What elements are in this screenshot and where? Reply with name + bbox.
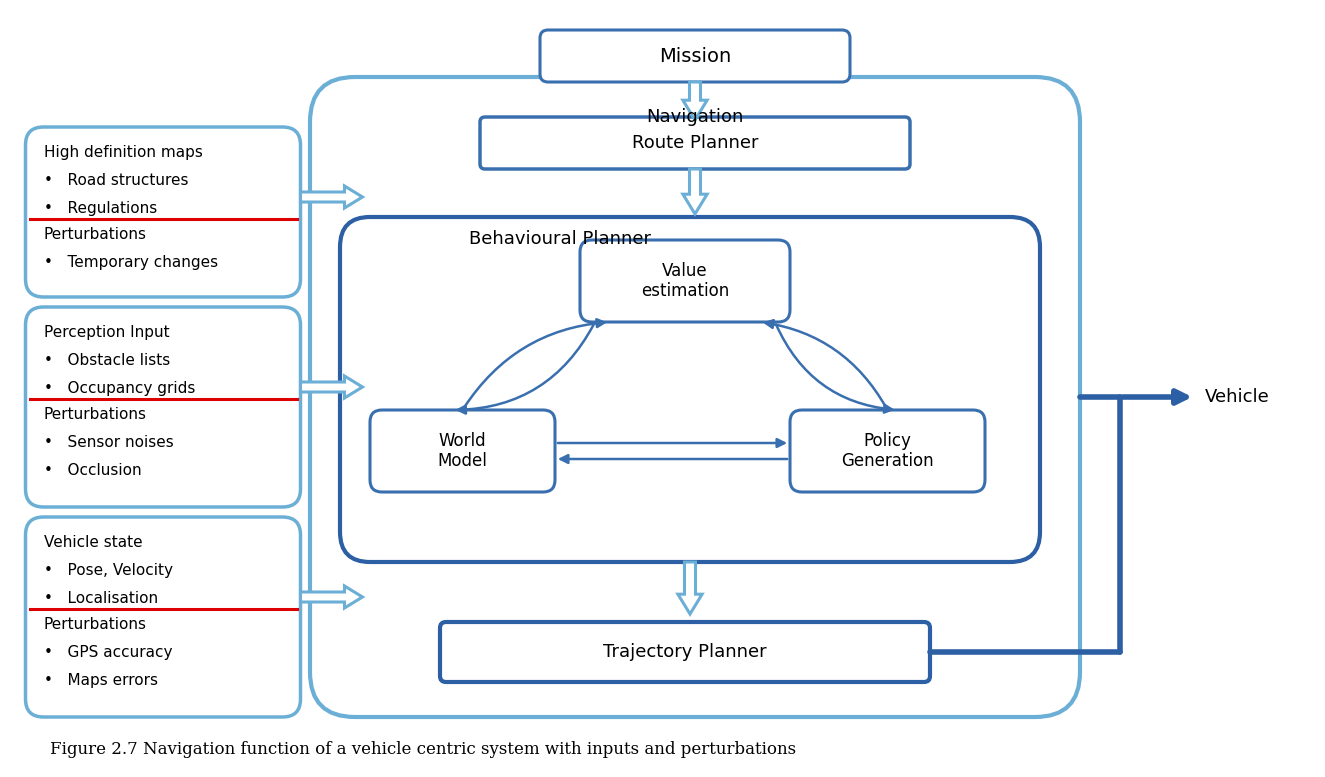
Text: •   Road structures: • Road structures bbox=[44, 173, 188, 188]
Polygon shape bbox=[301, 586, 363, 608]
FancyBboxPatch shape bbox=[25, 307, 301, 507]
Text: Perturbations: Perturbations bbox=[44, 617, 147, 632]
FancyBboxPatch shape bbox=[25, 517, 301, 717]
Polygon shape bbox=[682, 169, 708, 214]
Text: Value
estimation: Value estimation bbox=[641, 262, 729, 301]
FancyBboxPatch shape bbox=[541, 30, 851, 82]
Polygon shape bbox=[682, 82, 708, 120]
Text: Policy
Generation: Policy Generation bbox=[841, 431, 934, 470]
FancyBboxPatch shape bbox=[580, 240, 790, 322]
Text: Trajectory Planner: Trajectory Planner bbox=[603, 643, 767, 661]
Text: •   Occlusion: • Occlusion bbox=[44, 463, 142, 478]
Polygon shape bbox=[678, 562, 702, 614]
Text: •   Regulations: • Regulations bbox=[44, 201, 156, 216]
Text: Navigation: Navigation bbox=[647, 108, 743, 126]
Text: Behavioural Planner: Behavioural Planner bbox=[469, 230, 651, 248]
FancyBboxPatch shape bbox=[370, 410, 555, 492]
Text: High definition maps: High definition maps bbox=[44, 145, 203, 160]
Text: Perturbations: Perturbations bbox=[44, 407, 147, 422]
Text: •   Occupancy grids: • Occupancy grids bbox=[44, 381, 195, 396]
Text: Perturbations: Perturbations bbox=[44, 227, 147, 242]
FancyBboxPatch shape bbox=[440, 622, 930, 682]
Polygon shape bbox=[301, 376, 363, 398]
Text: •   Obstacle lists: • Obstacle lists bbox=[44, 353, 170, 368]
Text: Route Planner: Route Planner bbox=[632, 134, 758, 152]
Text: •   Localisation: • Localisation bbox=[44, 591, 158, 606]
Text: Vehicle state: Vehicle state bbox=[44, 535, 142, 550]
Text: Mission: Mission bbox=[659, 47, 731, 65]
Text: •   Sensor noises: • Sensor noises bbox=[44, 435, 174, 450]
Polygon shape bbox=[301, 186, 363, 208]
Text: World
Model: World Model bbox=[437, 431, 488, 470]
Text: Vehicle: Vehicle bbox=[1204, 388, 1269, 406]
FancyBboxPatch shape bbox=[310, 77, 1080, 717]
Text: Perception Input: Perception Input bbox=[44, 325, 170, 340]
Text: •   Temporary changes: • Temporary changes bbox=[44, 255, 217, 270]
FancyBboxPatch shape bbox=[790, 410, 984, 492]
Text: •   Maps errors: • Maps errors bbox=[44, 673, 158, 688]
Text: •   GPS accuracy: • GPS accuracy bbox=[44, 645, 172, 660]
FancyBboxPatch shape bbox=[25, 127, 301, 297]
Text: Figure 2.7 Navigation function of a vehicle centric system with inputs and pertu: Figure 2.7 Navigation function of a vehi… bbox=[50, 740, 796, 758]
Text: •   Pose, Velocity: • Pose, Velocity bbox=[44, 563, 172, 578]
FancyBboxPatch shape bbox=[341, 217, 1040, 562]
FancyBboxPatch shape bbox=[480, 117, 910, 169]
